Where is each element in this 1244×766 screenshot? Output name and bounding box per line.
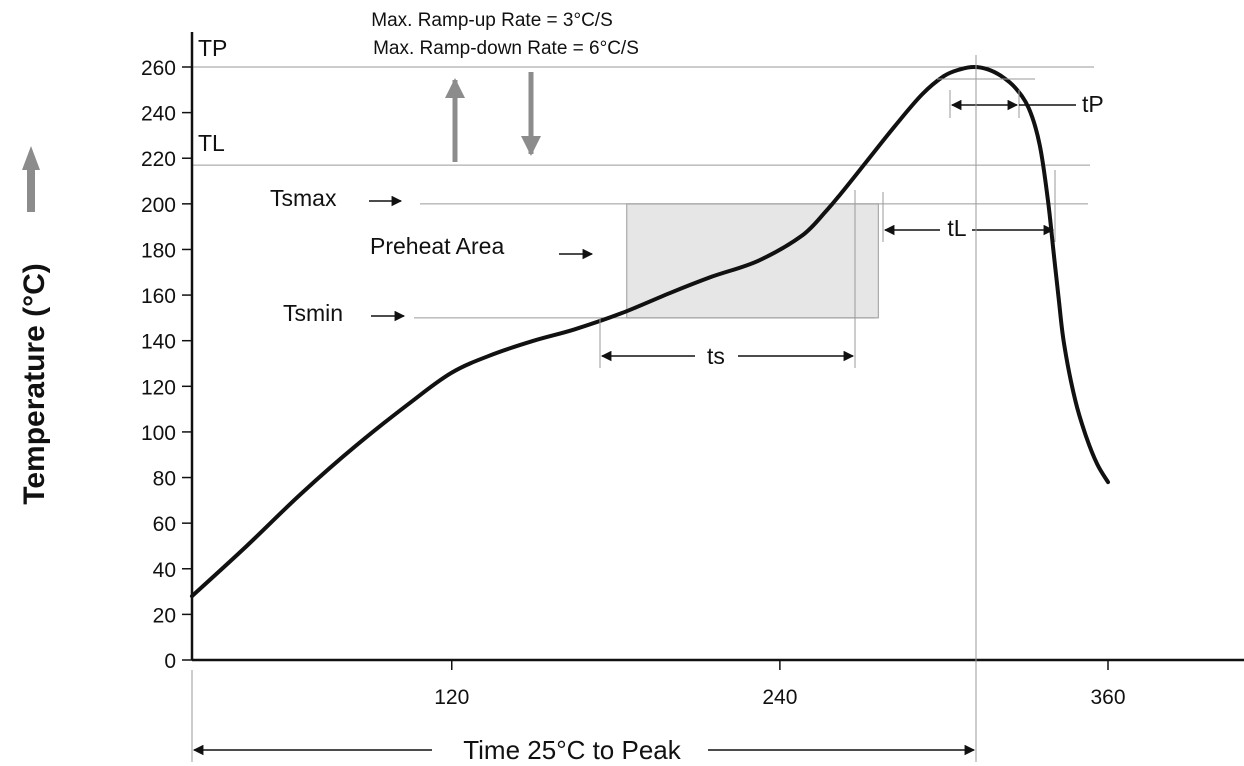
x-tick-label: 240 xyxy=(762,686,797,709)
preheat-area xyxy=(626,203,879,319)
y-ticks: 0 20 40 60 80 100 120 140 160 180 200 220 240 260 xyxy=(141,57,192,673)
up-arrow-shaft xyxy=(27,168,35,212)
y-tick-label: 180 xyxy=(141,239,176,262)
up-arrow-icon xyxy=(22,146,40,212)
x-label-group: Time 25°C to Peak xyxy=(191,670,976,765)
temperature-curve xyxy=(190,65,1110,599)
y-tick-label: 260 xyxy=(141,57,176,80)
y-tick-label: 20 xyxy=(153,604,176,627)
y-tick-label: 80 xyxy=(153,468,176,491)
ylabel-group: Temperature (°C) xyxy=(18,146,51,505)
tl-dimension: tL xyxy=(882,170,1056,242)
tl-axis-text: TL xyxy=(198,130,225,156)
preheat-label: Preheat Area xyxy=(370,233,504,259)
y-tick-label: 220 xyxy=(141,148,176,171)
y-tick-label: 240 xyxy=(141,103,176,126)
y-tick-label: 200 xyxy=(141,194,176,217)
tl-label: tL xyxy=(947,215,966,241)
tp-axis-text: TP xyxy=(198,35,227,61)
y-tick-label: 100 xyxy=(141,422,176,445)
tp-label: tP xyxy=(1082,91,1104,117)
tp-dimension: tP xyxy=(937,78,1104,118)
y-tick-label: 160 xyxy=(141,285,176,308)
reference-lines xyxy=(192,66,1094,319)
y-tick-label: 60 xyxy=(153,513,176,536)
ramp-down-text: Max. Ramp-down Rate = 6°C/S xyxy=(373,38,639,59)
tsmax-label: Tsmax xyxy=(270,185,337,211)
y-tick-label: 120 xyxy=(141,376,176,399)
x-tick-label: 360 xyxy=(1090,686,1125,709)
y-axis-label: Temperature (°C) xyxy=(18,263,51,504)
x-ticks: 120 240 360 xyxy=(434,660,1126,709)
tp-axis-label: TP xyxy=(198,35,227,61)
x-tick-label: 120 xyxy=(434,686,469,709)
ts-label: ts xyxy=(707,343,725,369)
y-tick-label: 0 xyxy=(164,650,176,673)
ramp-up-text: Max. Ramp-up Rate = 3°C/S xyxy=(371,10,613,31)
tsmin-label: Tsmin xyxy=(283,300,343,326)
x-axis-label: Time 25°C to Peak xyxy=(463,735,682,765)
y-tick-label: 140 xyxy=(141,331,176,354)
ts-dimension: ts xyxy=(599,190,856,369)
tl-axis-label: TL xyxy=(198,130,225,156)
y-tick-label: 40 xyxy=(153,559,176,582)
